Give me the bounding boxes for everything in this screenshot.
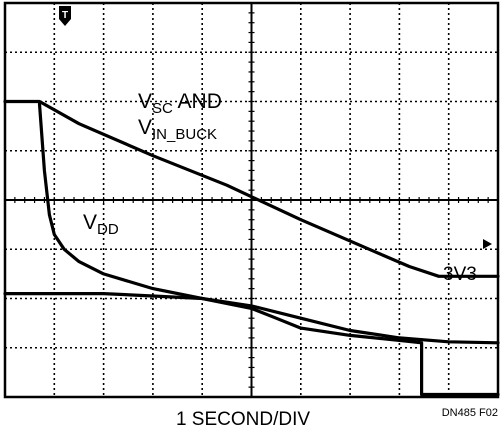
vdd-label-sub: DD: [97, 221, 119, 238]
ground-marker-icon: [483, 239, 492, 249]
figure-id: DN485 F02: [442, 407, 498, 419]
vsc-label-main: V: [138, 90, 152, 113]
trace-2: [37, 102, 500, 345]
vdd-label: VDD: [83, 211, 119, 238]
graticule: [3, 1, 500, 399]
vin-buck-label: VIN_BUCK: [138, 116, 217, 143]
traces: [3, 99, 500, 397]
x-axis-label: 1 SECOND/DIV: [176, 409, 310, 430]
vsc-label-sub: SC: [152, 100, 173, 117]
trace-3: [3, 292, 500, 397]
trace-1: [3, 99, 500, 278]
vsc-label: VSC AND: [138, 90, 222, 117]
vin-buck-label-main: V: [138, 116, 152, 139]
vsc-label-and: AND: [173, 90, 222, 113]
trigger-marker: T: [59, 6, 71, 26]
trigger-marker-label: T: [62, 10, 68, 21]
vdd-label-main: V: [83, 211, 97, 234]
vin-buck-label-sub: IN_BUCK: [152, 126, 217, 143]
3v3-label: 3V3: [443, 264, 477, 285]
